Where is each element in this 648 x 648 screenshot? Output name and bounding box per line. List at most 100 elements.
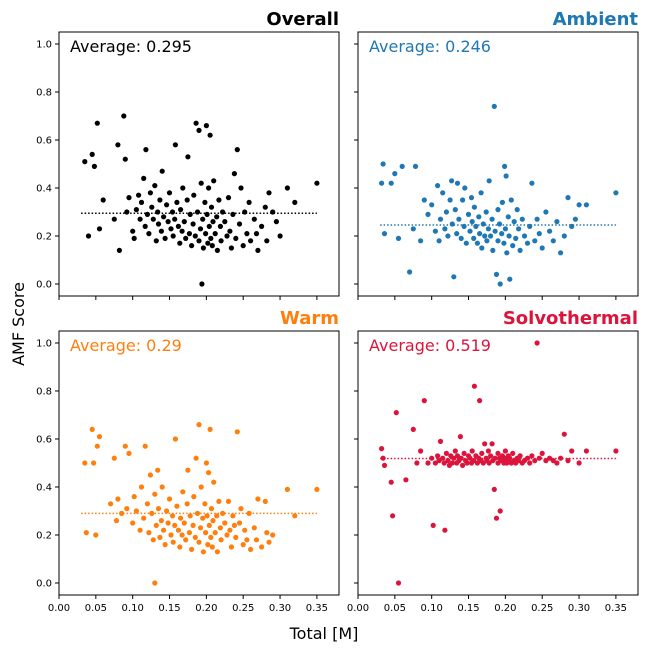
- data-point: [183, 537, 189, 543]
- data-point: [543, 458, 549, 464]
- data-point: [539, 450, 545, 456]
- data-point: [449, 460, 455, 466]
- data-point: [203, 231, 209, 237]
- data-point: [460, 197, 466, 203]
- data-point: [381, 462, 388, 468]
- data-point: [203, 123, 209, 129]
- data-point: [576, 460, 582, 466]
- data-point: [529, 180, 535, 186]
- data-point: [222, 520, 228, 526]
- data-point: [225, 498, 232, 504]
- data-point: [216, 498, 222, 504]
- data-point: [144, 501, 150, 507]
- data-point: [495, 450, 501, 456]
- data-point: [558, 250, 564, 256]
- data-point: [569, 448, 575, 454]
- data-point: [170, 233, 176, 239]
- data-point: [314, 180, 320, 186]
- data-point: [474, 240, 480, 246]
- data-point: [527, 460, 533, 466]
- data-point: [228, 245, 234, 251]
- data-point: [94, 120, 100, 126]
- data-point: [82, 460, 88, 466]
- data-point: [532, 458, 538, 464]
- data-point: [130, 228, 136, 234]
- data-point: [159, 484, 165, 490]
- x-tick-label: 0.10: [421, 603, 443, 614]
- data-point: [246, 510, 252, 516]
- data-point: [381, 231, 388, 237]
- data-point: [152, 183, 158, 189]
- data-point: [447, 197, 453, 203]
- data-point: [442, 226, 448, 232]
- data-point: [499, 231, 505, 237]
- panel-frame: [58, 330, 340, 596]
- data-point: [517, 247, 523, 253]
- data-point: [506, 233, 512, 239]
- data-point: [185, 154, 191, 160]
- data-point: [565, 458, 571, 464]
- data-point: [217, 223, 223, 229]
- data-point: [461, 450, 467, 456]
- data-point: [292, 513, 298, 519]
- x-tick-label: 0.15: [457, 603, 479, 614]
- data-point: [197, 226, 204, 232]
- data-point: [550, 238, 556, 244]
- data-point: [179, 228, 185, 234]
- data-point: [222, 219, 228, 225]
- data-point: [390, 513, 396, 519]
- data-point: [180, 489, 186, 495]
- data-point: [225, 195, 232, 201]
- data-point: [418, 448, 424, 454]
- x-tick-label: 0.05: [384, 603, 406, 614]
- data-point: [492, 228, 498, 234]
- panel-title: Ambient: [553, 9, 639, 30]
- data-point: [200, 216, 206, 222]
- data-point: [510, 243, 516, 249]
- data-point: [208, 204, 215, 210]
- data-point: [464, 460, 470, 466]
- panel-overall: 0.0 0.2 0.4 0.6 0.8 1.0 Overall Average: 0.295: [36, 9, 340, 300]
- data-point: [436, 238, 442, 244]
- data-point: [407, 269, 413, 275]
- data-point: [524, 240, 531, 246]
- data-point: [554, 460, 560, 466]
- data-point: [471, 383, 477, 389]
- data-point: [111, 216, 117, 222]
- data-point: [477, 398, 483, 404]
- data-point: [273, 219, 279, 225]
- data-point: [471, 235, 477, 241]
- data-point: [206, 522, 212, 529]
- data-point: [238, 506, 244, 512]
- data-point: [138, 199, 145, 205]
- data-point: [489, 216, 495, 222]
- data-point: [483, 209, 489, 215]
- data-point: [190, 221, 196, 227]
- data-point: [262, 204, 268, 210]
- data-point: [93, 532, 99, 538]
- data-point: [153, 238, 159, 244]
- data-point: [379, 180, 385, 186]
- data-point: [421, 398, 427, 404]
- data-point: [388, 180, 394, 186]
- data-point: [172, 216, 178, 222]
- data-point: [206, 185, 212, 191]
- data-point: [561, 431, 567, 437]
- data-point: [207, 132, 213, 138]
- data-point: [82, 159, 88, 165]
- data-point: [233, 534, 239, 541]
- data-point: [253, 231, 260, 237]
- data-point: [519, 216, 525, 222]
- data-point: [147, 472, 153, 478]
- data-point: [457, 434, 463, 440]
- data-point: [150, 216, 156, 222]
- data-point: [199, 281, 205, 287]
- data-point: [554, 219, 560, 225]
- data-point: [152, 580, 158, 586]
- data-point: [203, 530, 209, 536]
- data-point: [479, 245, 485, 251]
- data-point: [234, 147, 240, 153]
- data-point: [445, 458, 451, 464]
- data-point: [485, 448, 491, 454]
